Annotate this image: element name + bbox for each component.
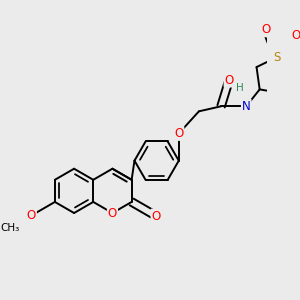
Text: N: N	[242, 100, 250, 113]
Text: O: O	[27, 209, 36, 222]
Text: S: S	[273, 51, 280, 64]
Text: CH₃: CH₃	[0, 223, 19, 233]
Text: O: O	[174, 127, 183, 140]
Text: O: O	[152, 209, 161, 223]
Text: O: O	[291, 28, 300, 42]
Text: H: H	[236, 83, 244, 93]
Text: O: O	[262, 23, 271, 36]
Text: O: O	[108, 206, 117, 220]
Text: O: O	[224, 74, 234, 87]
